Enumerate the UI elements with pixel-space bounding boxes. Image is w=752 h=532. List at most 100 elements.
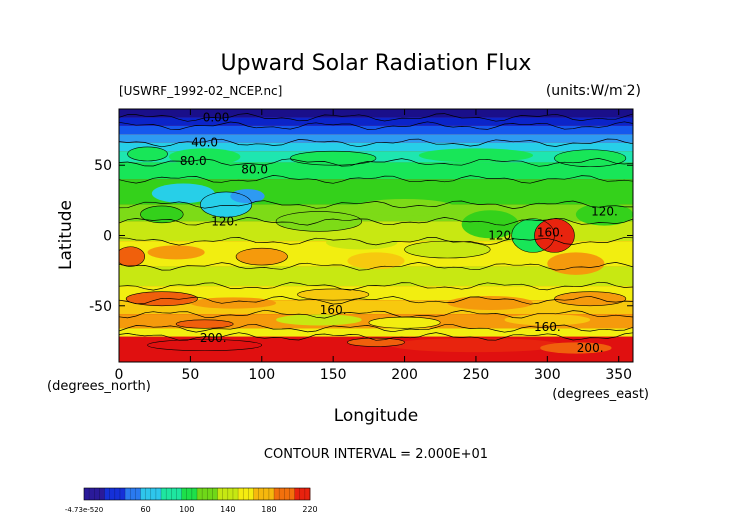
units-label: (units:W/m-2) (546, 79, 641, 99)
contour-loop-20 (404, 240, 491, 259)
colorbar-segment-35 (263, 488, 270, 500)
contour-band-15 (119, 328, 633, 337)
contour-region-32 (147, 339, 262, 351)
units-text: (units:W/m (546, 83, 623, 99)
contour-band-1 (119, 117, 633, 126)
contour-region-17 (347, 252, 405, 270)
contour-band-4 (119, 142, 633, 152)
contour-line-3 (119, 158, 633, 167)
contour-line-13 (119, 332, 633, 341)
contour-region-34 (347, 338, 405, 347)
y-unit-label: (degrees_north) (47, 379, 151, 394)
contour-label-8: 160. (320, 303, 347, 317)
colorbar-segment-16 (166, 488, 172, 500)
colorbar-segment-18 (176, 488, 182, 500)
contour-regions (119, 146, 633, 354)
contour-label-5: 120. (488, 229, 515, 243)
contour-region-19 (547, 252, 605, 275)
x-tick-label-250: 250 (463, 367, 490, 383)
contour-loop-34 (347, 337, 405, 347)
contour-loop-10 (275, 211, 363, 232)
x-tick-label-100: 100 (248, 367, 275, 383)
y-axis-ticks: -50 0 50 (89, 158, 633, 315)
contour-plot-area: 0.00 40.0 80.0 80.0 120. 120. 160. 120. 160. 200.… (119, 109, 633, 362)
colorbar-segment-12 (145, 488, 152, 500)
colorbar-segment-37 (274, 488, 280, 500)
contour-line-5 (119, 200, 633, 209)
contour-lines (119, 113, 633, 352)
colorbar-tick-label-1: 100 (179, 505, 194, 514)
contour-label-6: 160. (537, 226, 564, 240)
contour-region-20 (404, 241, 491, 258)
colorbar-segment-0 (84, 488, 90, 500)
colorbar-segment-38 (279, 488, 285, 500)
contour-region-11 (461, 210, 519, 239)
contour-label-7: 120. (591, 205, 618, 219)
colorbar-segment-19 (181, 488, 188, 500)
x-tick-label-0: 0 (115, 367, 124, 383)
contour-label-11: 200. (577, 341, 604, 355)
colorbar-frame (83, 487, 311, 501)
contour-region-14 (119, 246, 145, 267)
contour-loop-0 (127, 146, 168, 162)
colorbar-segment-21 (191, 488, 198, 500)
contour-line-1 (119, 121, 633, 130)
colorbar-segment-3 (99, 488, 105, 500)
x-tick-label-350: 350 (605, 367, 632, 383)
contour-region-28 (368, 317, 441, 329)
chart-title: Upward Solar Radiation Flux (221, 51, 532, 76)
contour-loop-30 (175, 319, 234, 329)
contour-band-3 (119, 134, 633, 143)
contour-region-25 (447, 295, 534, 310)
colorbar-segment-9 (130, 488, 136, 500)
colorbar-segment-30 (238, 488, 244, 500)
contour-loop-18 (534, 218, 575, 253)
contour-line-4 (119, 175, 633, 184)
contour-interval: CONTOUR INTERVAL = 2.000E+01 (264, 447, 488, 462)
contour-label-0: 0.00 (203, 110, 230, 124)
colorbar-segment-11 (140, 488, 146, 500)
colorbar-segment-15 (161, 488, 167, 500)
contour-loop-14 (119, 246, 145, 267)
contour-labels: 0.00 40.0 80.0 80.0 120. 120. 160. 120. 160. 200.… (180, 110, 618, 355)
contour-line-12 (119, 324, 633, 333)
units-tail: 2) (627, 83, 641, 99)
colorbar-segment-26 (217, 488, 223, 500)
contour-loop-16 (235, 247, 288, 266)
x-tick-label-50: 50 (181, 367, 199, 383)
colorbar-segment-24 (207, 488, 213, 500)
contour-band-11 (119, 266, 633, 287)
colorbar-segment-43 (304, 488, 311, 500)
contour-label-3: 80.0 (241, 162, 268, 176)
colorbar-segment-22 (197, 488, 203, 500)
colorbar-min-label: -4.73e-520 (65, 506, 103, 514)
contour-region-0 (127, 146, 168, 162)
colorbar-segment-29 (232, 488, 239, 500)
contour-band-2 (119, 125, 633, 135)
contour-band-6 (119, 162, 633, 180)
contour-line-7 (119, 237, 633, 246)
colorbar-segment-17 (171, 488, 177, 500)
contour-line-10 (119, 295, 633, 305)
colorbar-segment-7 (119, 488, 126, 500)
colorbar-segment-36 (268, 488, 275, 500)
colorbar-segment-4 (104, 488, 110, 500)
contour-label-9: 200. (200, 331, 227, 345)
contour-line-0 (119, 113, 633, 122)
colorbar-segment-42 (299, 488, 306, 500)
colorbar-tick-label-0: 60 (141, 505, 151, 514)
colorbar-segment-28 (227, 488, 234, 500)
colorbar-segment-34 (258, 488, 265, 500)
contour-region-1 (168, 148, 241, 166)
contour-region-26 (554, 291, 626, 306)
contour-region-24 (297, 288, 369, 301)
colorbar-segment-39 (284, 488, 290, 500)
contour-loop-6 (200, 191, 253, 218)
colorbar-segment-20 (186, 488, 193, 500)
x-tick-label-300: 300 (534, 367, 561, 383)
contour-region-3 (418, 148, 534, 163)
contour-line-2 (119, 138, 633, 148)
contour-loop-28 (368, 316, 441, 329)
contour-label-1: 40.0 (191, 136, 218, 150)
